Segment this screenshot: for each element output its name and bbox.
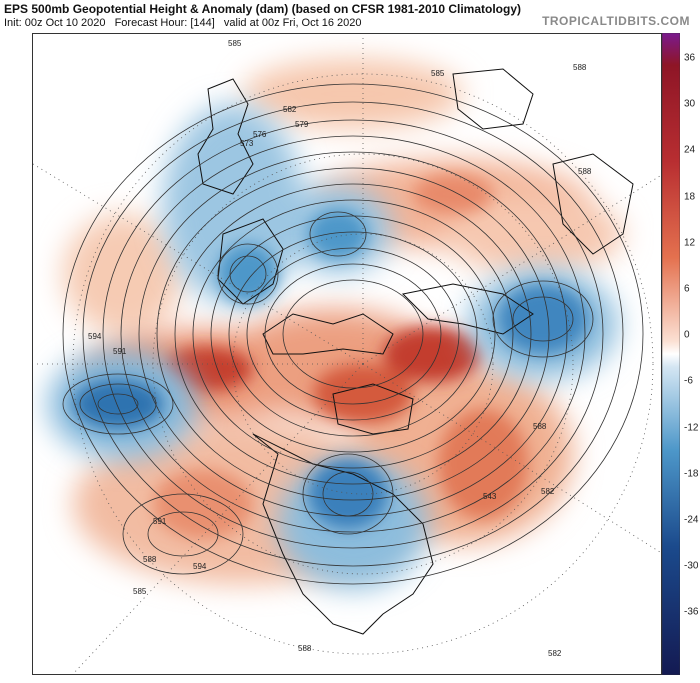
- contour-label: 594: [88, 332, 102, 341]
- colorbar-label: -12: [684, 422, 699, 434]
- anomaly-colorbar: 36 30 24 18 12 6 0 -6 -12 -18 -24 -30 -36: [662, 33, 700, 675]
- contour-label: 582: [541, 487, 555, 496]
- contour-label: 588: [533, 422, 547, 431]
- strong-negative-anomaly: [73, 209, 588, 529]
- contour-label: 594: [193, 562, 207, 571]
- contour-label: 588: [143, 555, 157, 564]
- colorbar-label: -6: [684, 375, 693, 387]
- contour-label: 591: [113, 347, 127, 356]
- colorbar-label: -24: [684, 514, 699, 526]
- colorbar-label: -18: [684, 468, 699, 480]
- contour-label: 582: [283, 105, 297, 114]
- contour-label: 585: [133, 587, 147, 596]
- lat-lon-grid: [33, 34, 661, 674]
- colorbar-label: 6: [684, 283, 690, 295]
- contour-label: 543: [483, 492, 497, 501]
- colorbar-scale: [662, 33, 680, 675]
- chart-title: EPS 500mb Geopotential Height & Anomaly …: [4, 2, 521, 16]
- colorbar-label: 12: [684, 237, 696, 249]
- colorbar-label: 36: [684, 52, 696, 64]
- colorbar-label: 24: [684, 144, 696, 156]
- contour-label: 579: [295, 120, 309, 129]
- contour-label: 588: [573, 63, 587, 72]
- contour-label: 573: [240, 139, 254, 148]
- contour-label: 591: [153, 517, 167, 526]
- contour-label: 582: [548, 649, 562, 658]
- contour-label: 588: [298, 644, 312, 653]
- strong-positive-anomaly: [153, 174, 528, 539]
- colorbar-label: -36: [684, 606, 699, 618]
- forecast-hour: Forecast Hour: [144]: [114, 17, 215, 29]
- brand-watermark: TROPICALTIDBITS.COM: [542, 14, 690, 28]
- colorbar-label: -30: [684, 560, 699, 572]
- valid-time: valid at 00z Fri, Oct 16 2020: [223, 17, 362, 29]
- colorbar-label: 0: [684, 329, 690, 341]
- colorbar-label: 18: [684, 191, 696, 203]
- contour-label: 588: [578, 167, 592, 176]
- map-canvas: 585 588 585 582 579 576 573 591 594 588 …: [33, 34, 661, 674]
- height-contours: [62, 83, 644, 585]
- init-time: Init: 00z Oct 10 2020: [4, 17, 106, 29]
- contour-labels: 585 588 585 582 579 576 573 591 594 588 …: [88, 39, 592, 658]
- contour-label: 585: [228, 39, 242, 48]
- chart-subtitle: Init: 00z Oct 10 2020 Forecast Hour: [14…: [4, 17, 362, 29]
- contour-label: 585: [431, 69, 445, 78]
- forecast-map: 585 588 585 582 579 576 573 591 594 588 …: [32, 33, 662, 675]
- colorbar-label: 30: [684, 98, 696, 110]
- contour-label: 576: [253, 130, 267, 139]
